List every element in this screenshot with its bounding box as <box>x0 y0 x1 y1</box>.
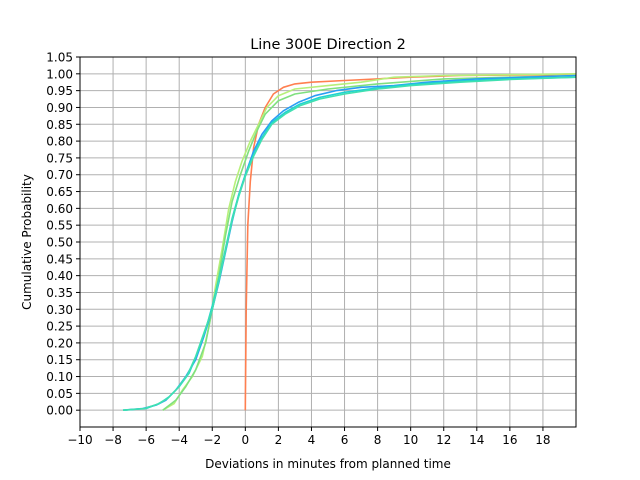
series-line-3 <box>162 74 577 411</box>
y-tick-label: 0.85 <box>46 118 73 132</box>
y-tick-label: 0.90 <box>46 101 73 115</box>
x-axis-label: Deviations in minutes from planned time <box>205 457 451 471</box>
y-axis-ticks: 0.00 0.05 0.10 0.15 0.20 0.25 0.30 0.35 0.40 0.45… <box>46 51 80 418</box>
x-tick-label: 12 <box>436 433 451 447</box>
y-tick-label: 0.65 <box>46 185 73 199</box>
x-tick-label: −6 <box>137 433 155 447</box>
y-tick-label: 0.55 <box>46 219 73 233</box>
x-axis-ticks: −10 −8 −6 −4 −2 0 2 4 6 8 10 12 14 16 18 <box>67 427 551 447</box>
x-tick-label: −4 <box>170 433 188 447</box>
x-tick-label: 4 <box>308 433 316 447</box>
x-tick-label: 14 <box>469 433 484 447</box>
y-tick-label: 0.35 <box>46 286 73 300</box>
y-tick-label: 0.40 <box>46 269 73 283</box>
y-tick-label: 0.60 <box>46 202 73 216</box>
y-tick-label: 1.05 <box>46 51 73 65</box>
x-tick-label: −8 <box>104 433 122 447</box>
y-tick-label: 0.50 <box>46 236 73 250</box>
y-tick-label: 0.75 <box>46 151 73 165</box>
x-tick-label: 18 <box>535 433 550 447</box>
y-tick-label: 0.30 <box>46 303 73 317</box>
y-tick-label: 1.00 <box>46 67 73 81</box>
series-lines <box>122 73 577 411</box>
y-tick-label: 0.25 <box>46 320 73 334</box>
y-tick-label: 0.80 <box>46 135 73 149</box>
y-tick-label: 0.05 <box>46 387 73 401</box>
y-tick-label: 0.15 <box>46 353 73 367</box>
grid-lines <box>79 56 576 427</box>
x-tick-label: 8 <box>374 433 382 447</box>
y-tick-label: 0.70 <box>46 168 73 182</box>
x-tick-label: 2 <box>275 433 283 447</box>
y-tick-label: 0.00 <box>46 404 73 418</box>
y-axis-label: Cumulative Probability <box>20 174 34 310</box>
series-line-6 <box>122 76 577 411</box>
x-tick-label: 6 <box>341 433 349 447</box>
x-tick-label: 16 <box>502 433 517 447</box>
x-tick-label: 10 <box>403 433 418 447</box>
y-tick-label: 0.20 <box>46 336 73 350</box>
y-tick-label: 0.10 <box>46 370 73 384</box>
series-line-5 <box>122 76 577 411</box>
chart-title: Line 300E Direction 2 <box>250 37 406 53</box>
y-tick-label: 0.45 <box>46 252 73 266</box>
y-tick-label: 0.95 <box>46 84 73 98</box>
x-tick-label: 0 <box>242 433 250 447</box>
x-tick-label: −10 <box>67 433 92 447</box>
x-tick-label: −2 <box>203 433 221 447</box>
